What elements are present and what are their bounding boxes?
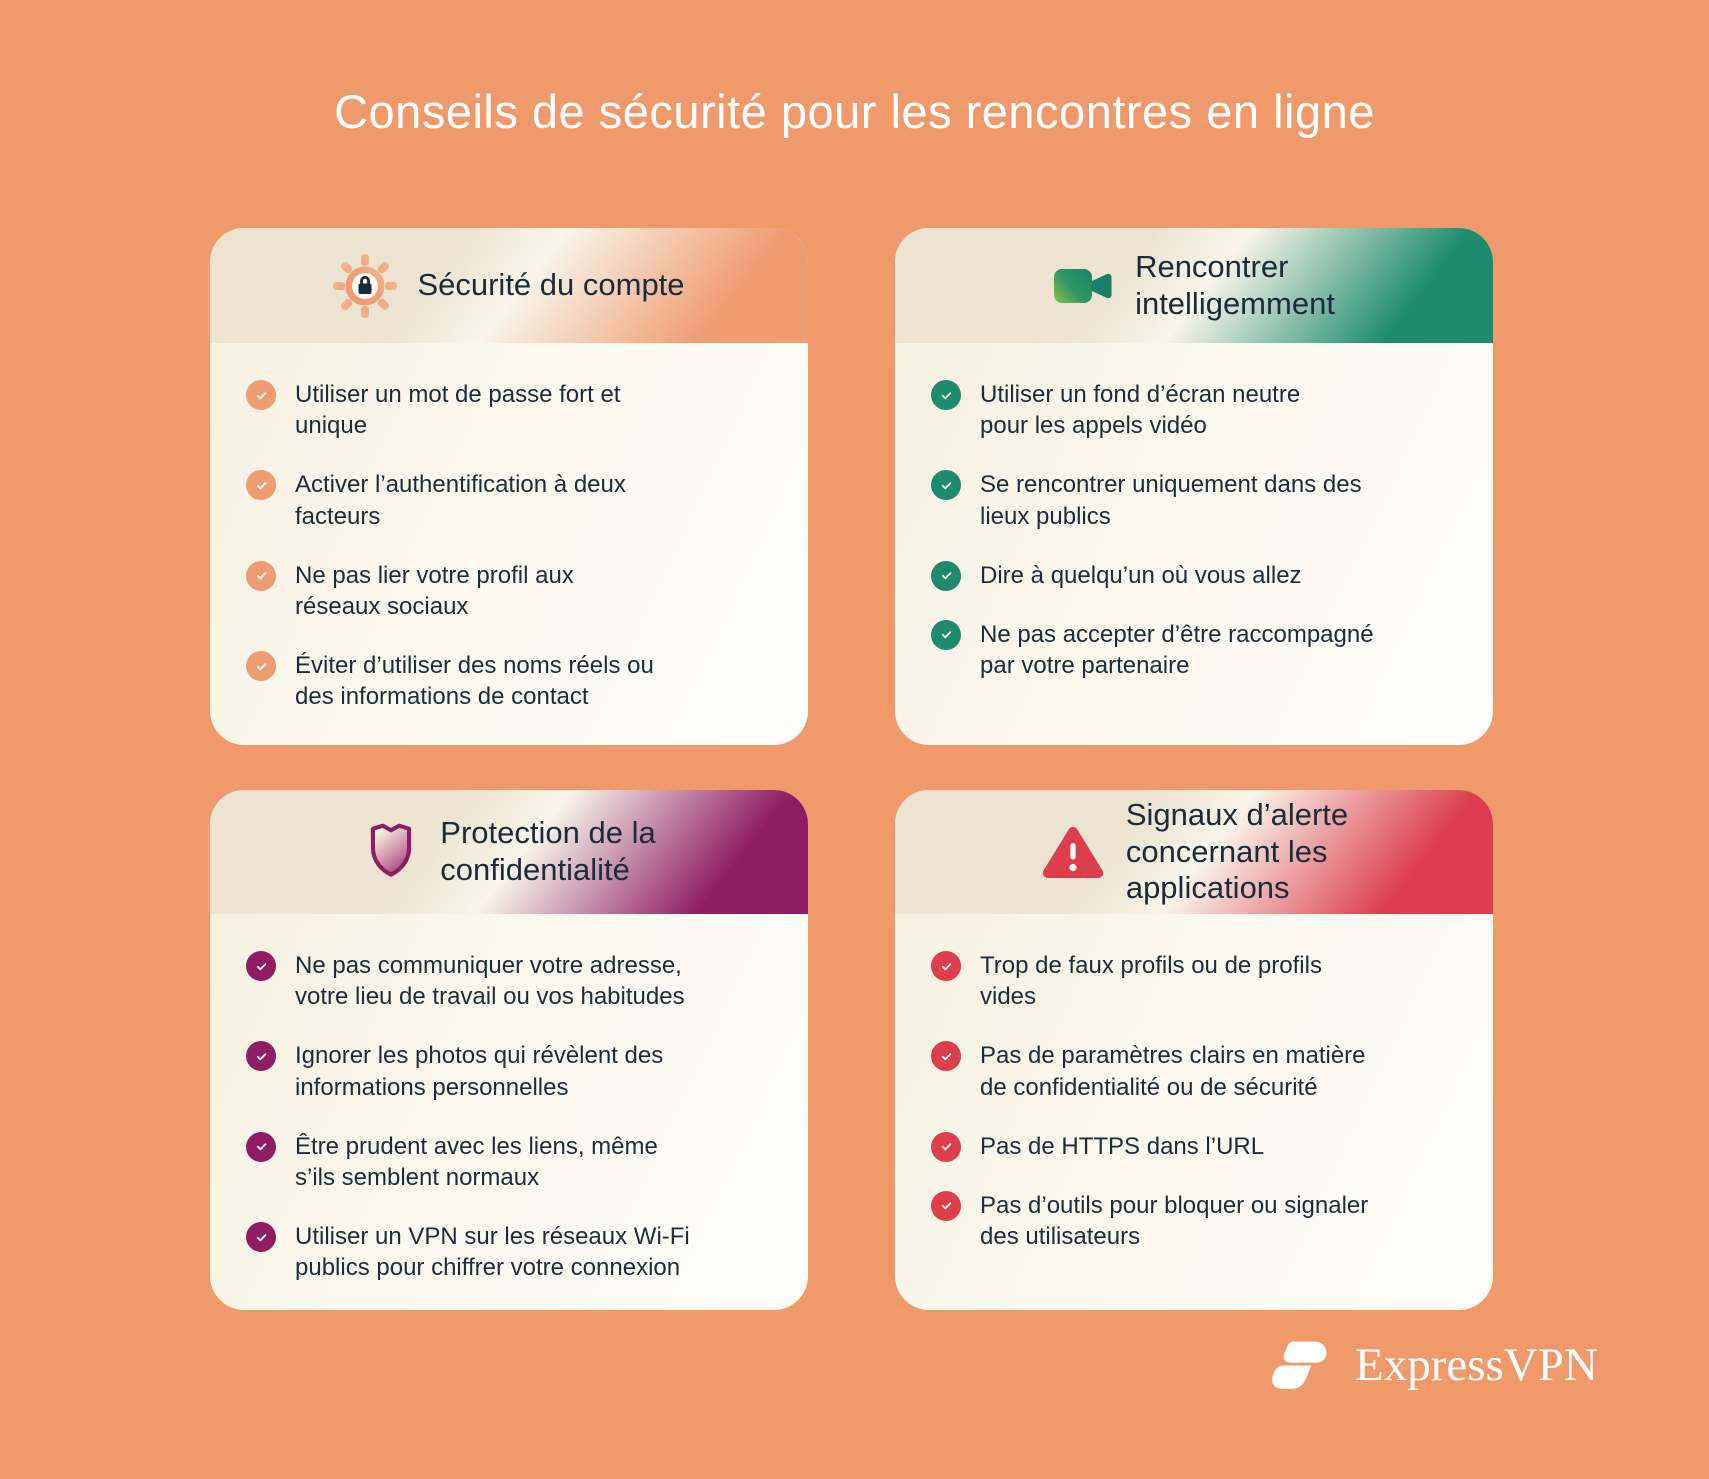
item-text: Utiliser un mot de passe fort et unique [295,381,621,440]
check-icon [246,560,276,591]
item-text: Pas d’outils pour bloquer ou signaler de… [980,1191,1369,1251]
shield-icon [371,823,412,877]
checklist: Ne pas communiquer votre adresse, votre … [210,914,808,1284]
item-text: Utiliser un fond d’écran neutre pour les… [980,381,1301,440]
card-app-red-flags: Signaux d’alerte concernant les applicat… [895,790,1493,1310]
item-text: Éviter d’utiliser des noms réels ou des … [295,652,654,711]
list-item: Utiliser un VPN sur les réseaux Wi-Fi pu… [246,1221,774,1283]
check-icon [246,651,276,682]
card-title: Protection de la confidentialité [440,815,656,887]
checklist: Utiliser un fond d’écran neutre pour les… [895,343,1493,681]
item-text: Ne pas communiquer votre adresse, votre … [295,952,685,1011]
item-text: Être prudent avec les liens, même s’ils … [295,1132,658,1191]
list-item: Ne pas accepter d’être raccompagné par v… [931,619,1459,681]
item-text: Pas de HTTPS dans l’URL [980,1132,1265,1160]
list-item: Éviter d’utiliser des noms réels ou des … [246,650,774,712]
check-icon [931,619,961,650]
card-account-security: Sécurité du compte Utiliser un mot de pa… [210,228,808,745]
item-text: Se rencontrer uniquement dans des lieux … [980,471,1362,530]
item-text: Ne pas lier votre profil aux réseaux soc… [295,561,574,620]
list-item: Activer l’authentification à deux facteu… [246,469,774,531]
item-text: Utiliser un VPN sur les réseaux Wi-Fi pu… [295,1223,690,1282]
list-item: Utiliser un mot de passe fort et unique [246,379,774,441]
card-title: Sécurité du compte [417,267,685,303]
item-text: Ne pas accepter d’être raccompagné par v… [980,620,1374,680]
video-camera-icon [1054,268,1112,303]
brand-logo: ExpressVPN [1268,1336,1598,1394]
page-title: Conseils de sécurité pour les rencontres… [334,85,1375,138]
card-meet-smart: Rencontrer intelligemment Utiliser un fo… [895,228,1493,745]
expressvpn-logomark-icon [1272,1341,1327,1389]
list-item: Trop de faux profils ou de profils vides [931,950,1459,1012]
card-header: Protection de la confidentialité [210,790,808,914]
list-item: Pas d’outils pour bloquer ou signaler de… [931,1190,1459,1252]
check-icon [246,1222,276,1253]
card-title: Rencontrer intelligemment [1135,248,1335,321]
cards-grid: Sécurité du compte Utiliser un mot de pa… [210,228,1493,1310]
check-icon [931,380,961,410]
check-icon [931,951,961,981]
expressvpn-wordmark: ExpressVPN [1355,1338,1598,1391]
card-header: Signaux d’alerte concernant les applicat… [895,790,1493,914]
check-icon [931,560,961,591]
warning-triangle-icon [1042,827,1103,878]
item-text: Ignorer les photos qui révèlent des info… [295,1042,664,1101]
list-item: Ne pas lier votre profil aux réseaux soc… [246,560,774,622]
card-privacy-protection: Protection de la confidentialité Ne pas … [210,790,808,1310]
item-text: Activer l’authentification à deux facteu… [295,471,626,530]
card-title: Signaux d’alerte concernant les applicat… [1125,797,1349,906]
card-header: Rencontrer intelligemment [895,228,1493,343]
check-icon [931,1190,961,1221]
check-icon [246,1041,276,1072]
check-icon [931,1131,961,1162]
checklist: Utiliser un mot de passe fort et unique … [210,343,808,713]
item-text: Dire à quelqu’un où vous allez [980,561,1302,589]
list-item: Ne pas communiquer votre adresse, votre … [246,950,774,1012]
check-icon [931,470,961,501]
card-header: Sécurité du compte [210,228,808,343]
check-icon [931,1041,961,1072]
list-item: Pas de HTTPS dans l’URL [931,1131,1459,1162]
check-icon [246,951,276,981]
item-text: Pas de paramètres clairs en matière de c… [980,1042,1366,1101]
check-icon [246,470,276,501]
list-item: Se rencontrer uniquement dans des lieux … [931,469,1459,531]
list-item: Dire à quelqu’un où vous allez [931,560,1459,591]
check-icon [246,1131,276,1162]
list-item: Pas de paramètres clairs en matière de c… [931,1040,1459,1102]
checklist: Trop de faux profils ou de profils vides… [895,914,1493,1252]
list-item: Utiliser un fond d’écran neutre pour les… [931,379,1459,441]
list-item: Ignorer les photos qui révèlent des info… [246,1040,774,1102]
item-text: Trop de faux profils ou de profils vides [980,952,1322,1011]
gear-lock-icon [333,253,398,318]
list-item: Être prudent avec les liens, même s’ils … [246,1131,774,1193]
check-icon [246,380,276,410]
